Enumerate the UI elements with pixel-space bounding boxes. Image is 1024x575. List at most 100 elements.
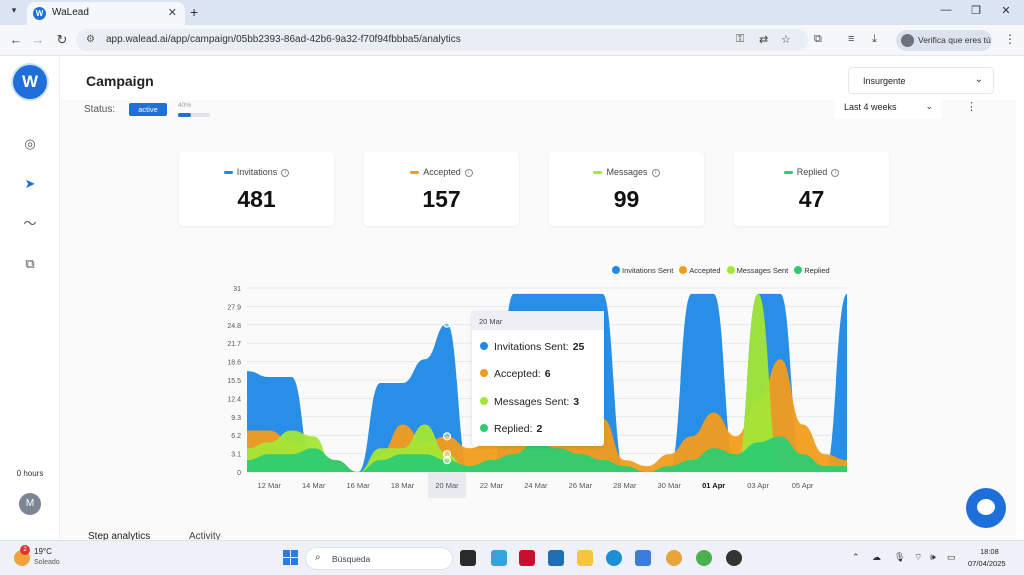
task-view-icon[interactable] (460, 550, 476, 566)
x-tick-label: 12 Mar (258, 481, 282, 490)
stat-value: 47 (798, 186, 825, 212)
photos-app-icon[interactable] (635, 550, 651, 566)
stat-card-invitations: Invitations i 481 (179, 152, 334, 226)
tooltip-row: Invitations Sent: 25 (480, 341, 584, 353)
x-tick-label: 14 Mar (302, 481, 326, 490)
new-tab-icon[interactable]: + (190, 4, 199, 20)
stat-label: Invitations (236, 167, 278, 177)
chrome-profile-app-icon[interactable] (696, 550, 712, 566)
download-icon[interactable]: ⤓ (872, 33, 877, 45)
tooltip-label: Invitations Sent: (494, 341, 569, 353)
walead-favicon-icon: W (33, 7, 46, 20)
status-label: Status: (84, 104, 116, 115)
tooltip-value: 25 (572, 341, 585, 353)
hover-point (442, 319, 452, 328)
tray-chevron-icon[interactable]: ⌃ (852, 552, 860, 562)
cloud-icon[interactable]: ☁ (872, 552, 881, 562)
profile-avatar (901, 34, 914, 47)
sidebar-campaign-send-icon[interactable]: ➤ (24, 176, 36, 191)
tab-step-analytics[interactable]: Step analytics (88, 531, 151, 540)
legend-item[interactable]: Accepted (679, 266, 721, 275)
x-tick-label: 26 Mar (569, 481, 593, 490)
status-percent: 40% (178, 102, 192, 109)
hours-label: 0 hours (16, 469, 44, 478)
period-select[interactable]: Last 4 weeks ⌄ (834, 100, 942, 119)
hover-point (442, 432, 452, 441)
taskbar-search[interactable]: ⌕ Búsqueda (305, 547, 453, 570)
widgets-app-icon[interactable] (491, 550, 507, 566)
walead-logo[interactable]: W (13, 65, 47, 99)
x-tick-label: 05 Apr (792, 481, 814, 490)
sidebar-copy-icon[interactable]: ⧉ (25, 256, 35, 271)
clock-time: 18:08 (980, 547, 999, 556)
y-tick-label: 15.5 (227, 378, 241, 385)
legend-item[interactable]: Messages Sent (726, 266, 788, 275)
tooltip-dot (480, 342, 488, 350)
reload-icon[interactable]: ↻ (56, 32, 68, 47)
more-options-icon[interactable]: ⋮ (966, 101, 977, 113)
legend-item[interactable]: Replied (794, 266, 830, 275)
volume-icon[interactable]: 🕪 (930, 552, 936, 562)
legend-dot (794, 266, 803, 274)
info-icon[interactable]: i (831, 168, 840, 177)
tooltip-value: 2 (536, 423, 543, 435)
chrome-app-icon[interactable] (666, 550, 682, 566)
sidebar-profile-icon[interactable]: ◎ (24, 136, 36, 151)
info-icon[interactable]: i (281, 168, 290, 177)
back-icon[interactable]: ← (9, 32, 23, 47)
restore-icon[interactable]: ❐ (971, 5, 981, 17)
windows-start-icon[interactable] (283, 550, 298, 565)
y-tick-label: 24.8 (227, 323, 241, 330)
profile-button[interactable]: Verifica que eres tú (896, 30, 992, 51)
wifi-icon[interactable]: ⌔ (914, 552, 923, 562)
app-icon[interactable] (726, 550, 742, 566)
app-sidebar: W ◎ ➤ 〜 ⧉ 0 hours M (0, 56, 60, 540)
taskbar-search-placeholder: Búsqueda (332, 554, 371, 564)
minimize-icon[interactable]: — (940, 4, 952, 16)
stat-value: 157 (422, 186, 461, 212)
tab-activity[interactable]: Activity (189, 531, 221, 540)
mcafee-app-icon[interactable] (519, 550, 535, 566)
stat-color-dash (783, 171, 793, 175)
translate-icon[interactable]: ⇄ (759, 34, 769, 46)
y-tick-label: 31 (233, 286, 241, 293)
legend-label: Accepted (689, 266, 721, 275)
media-controls-icon[interactable]: ≡ (848, 33, 855, 45)
file-explorer-icon[interactable] (577, 550, 593, 566)
close-tab-icon[interactable]: ✕ (167, 7, 177, 19)
stat-label: Messages (606, 167, 648, 177)
browser-tab-bar: ▾ W WaLead ✕ + — ❐ ✕ (0, 0, 1024, 25)
sidebar-analytics-icon[interactable]: 〜 (23, 216, 37, 231)
info-icon[interactable]: i (651, 168, 660, 177)
chevron-down-icon: ⌄ (974, 74, 983, 85)
y-tick-label: 6.2 (231, 433, 241, 440)
browser-tab[interactable]: W WaLead ✕ (27, 2, 185, 25)
forward-icon[interactable]: → (31, 32, 45, 47)
store-app-icon[interactable] (548, 550, 564, 566)
url-text[interactable]: app.walead.ai/app/campaign/05bb2393-86ad… (106, 34, 461, 45)
mic-icon[interactable]: 🎙 (894, 552, 906, 562)
site-info-icon[interactable]: ⚙ (86, 34, 95, 45)
legend-item[interactable]: Invitations Sent (612, 266, 673, 275)
hover-point (442, 450, 452, 459)
user-avatar[interactable]: M (19, 493, 41, 515)
status-badge: active (129, 103, 167, 116)
password-key-icon[interactable]: ⚿ (736, 33, 745, 45)
tooltip-dot (480, 369, 488, 377)
edge-app-icon[interactable] (606, 550, 622, 566)
y-tick-label: 0 (237, 470, 241, 477)
stat-color-dash (223, 171, 233, 175)
workspace-select[interactable]: Insurgente ⌄ (848, 67, 994, 94)
y-tick-label: 27.9 (227, 304, 241, 311)
bookmark-star-icon[interactable]: ☆ (781, 34, 791, 46)
info-icon[interactable]: i (464, 168, 473, 177)
address-bar[interactable]: ⚙ app.walead.ai/app/campaign/05bb2393-86… (76, 29, 808, 51)
battery-icon[interactable]: ▭ (947, 552, 956, 562)
browser-menu-icon[interactable]: ⋮ (1004, 32, 1016, 46)
tab-list-chevron-icon[interactable]: ▾ (11, 5, 17, 15)
x-tick-label: 20 Mar (435, 481, 459, 490)
close-window-icon[interactable]: ✕ (1001, 5, 1011, 17)
tooltip-dot (480, 397, 488, 405)
chat-support-button[interactable] (966, 488, 1006, 528)
extensions-icon[interactable]: ⧉ (814, 33, 822, 45)
